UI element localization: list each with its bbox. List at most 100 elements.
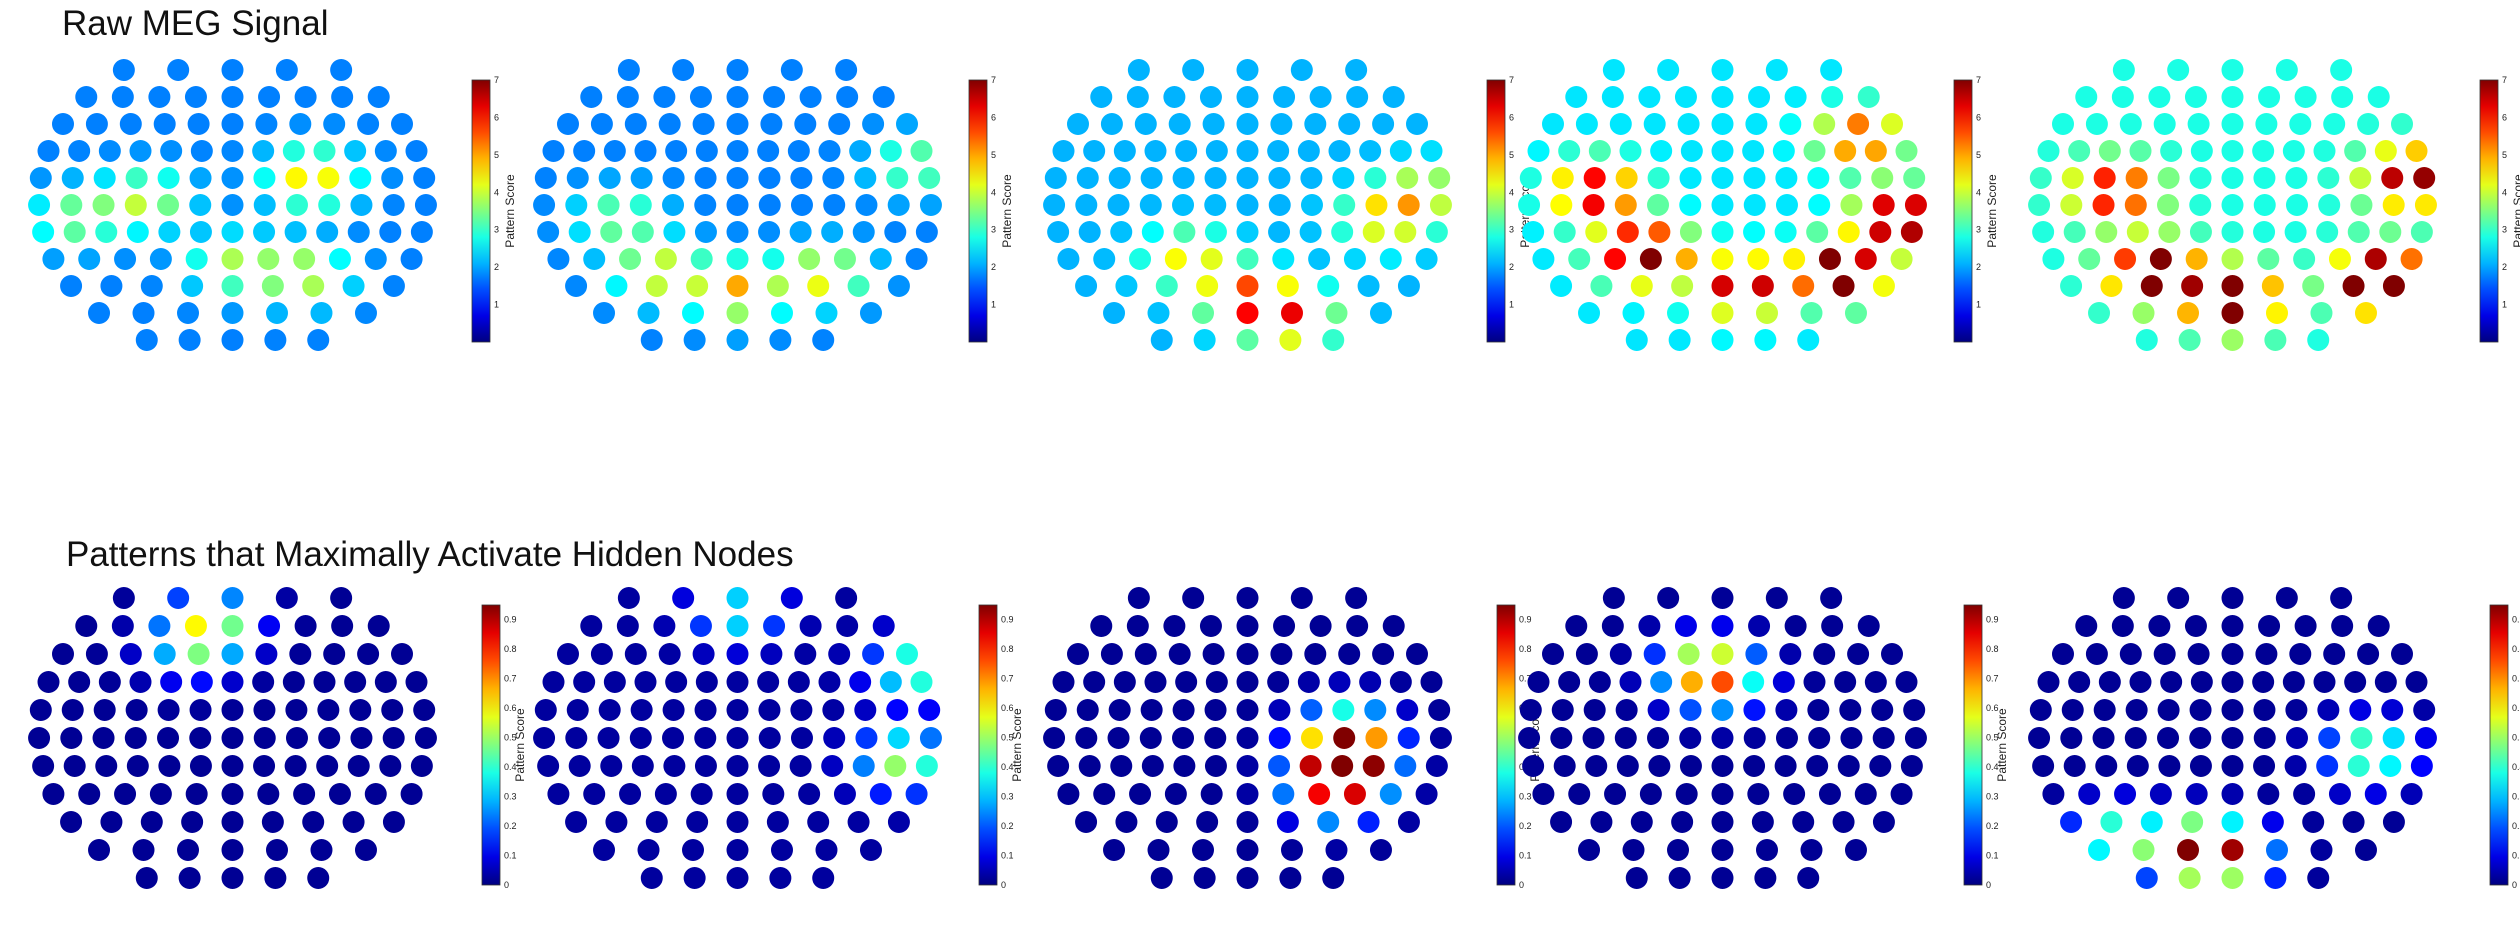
sensor-dot [1075, 811, 1098, 833]
sensor-dot [1425, 221, 1448, 243]
sensor-dot [758, 727, 781, 749]
sensor-dot [2125, 167, 2148, 189]
colorbar-tick-label: 0.9 [2512, 615, 2520, 625]
sensor-dot [1647, 194, 1670, 216]
sensor-dot [1871, 699, 1894, 721]
sensor-dot [2382, 811, 2405, 833]
sensor-dot [1204, 221, 1227, 243]
sensor-dot [2413, 699, 2436, 721]
sensor-dot [42, 783, 65, 805]
sensor-dot [221, 671, 244, 693]
sensor-dot [1202, 643, 1225, 665]
sensor-dot [1268, 221, 1291, 243]
sensor-dot [1236, 755, 1259, 777]
sensor-dot [2252, 671, 2275, 693]
sensor-dot [1748, 615, 1771, 637]
sensor-dot [726, 699, 749, 721]
sensor-dot [821, 755, 844, 777]
sensor-dot [148, 86, 171, 108]
sensor-dot [158, 221, 181, 243]
sensor-dot [1429, 194, 1452, 216]
sensor-dot [2112, 587, 2135, 609]
sensor-dot [2189, 167, 2212, 189]
sensor-dot [357, 113, 380, 135]
sensor-dot [190, 671, 213, 693]
sensor-dot [1192, 302, 1215, 324]
colorbar-tick-label: 7 [494, 75, 499, 85]
sensor-dot [1406, 113, 1429, 135]
sensor-dot [631, 221, 654, 243]
sensor-dot [124, 727, 147, 749]
sensor-dot [119, 113, 142, 135]
sensor-dot [1083, 671, 1106, 693]
sensor-dot [915, 221, 938, 243]
sensor-dot [1550, 727, 1573, 749]
sensor-dot [884, 221, 907, 243]
sensor-dot [565, 194, 588, 216]
sensor-dot [1711, 194, 1734, 216]
sensor-dot [533, 194, 556, 216]
sensor-dot [1236, 140, 1259, 162]
sensor-dot [374, 671, 397, 693]
sensor-dot [1590, 811, 1613, 833]
colorbar [978, 604, 998, 886]
sensor-dot [2111, 615, 2134, 637]
sensor-dot [2317, 699, 2340, 721]
sensor-dot [1164, 248, 1187, 270]
sensor-dot [1568, 248, 1591, 270]
sensor-dot [1236, 59, 1259, 81]
sensor-dot [1680, 140, 1703, 162]
colorbar-tick-label: 0.9 [1986, 615, 1999, 625]
sensor-dot [2221, 587, 2244, 609]
sensor-dot [1268, 699, 1291, 721]
sensor-dot [2289, 113, 2312, 135]
sensor-dot [1196, 275, 1219, 297]
colorbar [1486, 79, 1506, 343]
sensor-dot [600, 755, 623, 777]
sensor-dot [2367, 86, 2390, 108]
sensor-dot [293, 248, 316, 270]
sensor-dot [2221, 59, 2244, 81]
raw-topomap-2: 1 2 3 4 5 6 7 Pattern Score [533, 59, 1014, 351]
sensor-dot [780, 59, 803, 81]
colorbar-tick-label: 0.6 [1986, 703, 1999, 713]
sensor-dot [2284, 755, 2307, 777]
sensor-dot [1328, 671, 1351, 693]
sensor-dot [1519, 167, 1542, 189]
sensor-dot [658, 113, 681, 135]
sensor-dot [695, 140, 718, 162]
sensor-dot [758, 699, 781, 721]
sensor-dot [2051, 643, 2074, 665]
sensor-dot [654, 248, 677, 270]
sensor-dot [1619, 671, 1642, 693]
sensor-dot [694, 699, 717, 721]
sensor-dot [382, 811, 405, 833]
sensor-dot [2221, 615, 2244, 637]
sensor-dot [60, 727, 83, 749]
sensor-dot [1420, 140, 1443, 162]
sensor-dot [285, 727, 308, 749]
sensor-dot [566, 699, 589, 721]
sensor-dot [619, 783, 642, 805]
sensor-dot [1630, 811, 1653, 833]
sensor-dot [2307, 867, 2330, 889]
sensor-dot [1297, 140, 1320, 162]
sensor-dot [367, 615, 390, 637]
sensor-dot [1196, 811, 1219, 833]
sensor-dot [1881, 643, 1904, 665]
raw-meg-title: Raw MEG Signal [62, 4, 329, 43]
sensor-dot [2275, 59, 2298, 81]
sensor-dot [1675, 783, 1698, 805]
sensor-dot [1141, 755, 1164, 777]
sensor-dot [1742, 140, 1765, 162]
sensor-dot [1553, 755, 1576, 777]
sensor-dot [60, 194, 83, 216]
sensor-dot [533, 727, 556, 749]
sensor-dot [1382, 86, 1405, 108]
sensor-dot [2148, 615, 2171, 637]
sensor-dot [760, 113, 783, 135]
sensor-dot [85, 643, 108, 665]
sensor-dot [1522, 755, 1545, 777]
sensor-dot [910, 671, 933, 693]
sensor-dot [221, 140, 244, 162]
